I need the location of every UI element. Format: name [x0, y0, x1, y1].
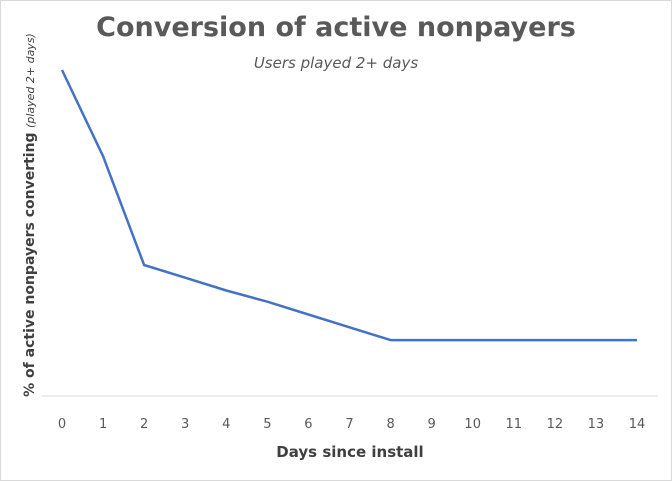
x-tick-label-7: 7: [345, 417, 353, 432]
x-tick-label-10: 10: [464, 417, 481, 432]
x-tick-label-13: 13: [588, 417, 605, 432]
chart-subtitle: Users played 2+ days: [253, 54, 419, 72]
x-tick-label-14: 14: [629, 417, 646, 432]
x-tick-label-2: 2: [140, 417, 148, 432]
series-line-0: [60, 69, 637, 342]
x-tick-label-11: 11: [506, 417, 523, 432]
x-axis-label: Days since install: [276, 443, 424, 461]
x-tick-label-1: 1: [99, 417, 107, 432]
x-tick-label-6: 6: [304, 417, 312, 432]
x-tick-label-9: 9: [427, 417, 435, 432]
x-tick-label-5: 5: [263, 417, 271, 432]
x-tick-label-12: 12: [547, 417, 564, 432]
x-tick-label-4: 4: [222, 417, 230, 432]
x-tick-label-0: 0: [58, 417, 66, 432]
chart-title: Conversion of active nonpayers: [96, 12, 576, 43]
x-tick-label-8: 8: [386, 417, 394, 432]
x-tick-label-3: 3: [181, 417, 189, 432]
